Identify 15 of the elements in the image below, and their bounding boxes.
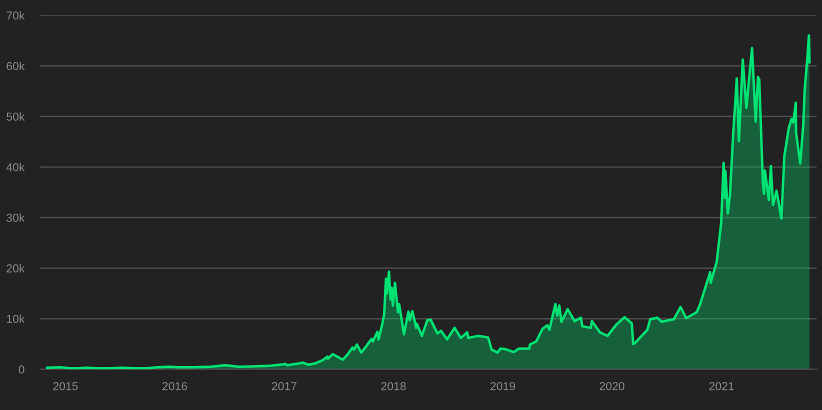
- x-tick-label: 2018: [381, 382, 406, 390]
- y-tick-label: 40k: [6, 162, 25, 172]
- y-tick-label: 20k: [6, 264, 25, 272]
- y-tick-label: 50k: [6, 112, 25, 121]
- y-tick-label: 30k: [6, 213, 25, 222]
- x-tick-label: 2015: [53, 382, 78, 390]
- y-tick-label: 70k: [6, 11, 25, 20]
- x-tick-label: 2021: [709, 382, 734, 390]
- x-tick-label: 2019: [490, 382, 516, 390]
- x-tick-label: 2017: [272, 382, 296, 390]
- y-tick-label: 60k: [6, 62, 25, 70]
- y-tick-label: 10k: [7, 314, 25, 324]
- x-tick-label: 2016: [162, 382, 188, 390]
- y-tick-label: 0: [18, 365, 24, 374]
- x-tick-label: 2020: [600, 382, 624, 390]
